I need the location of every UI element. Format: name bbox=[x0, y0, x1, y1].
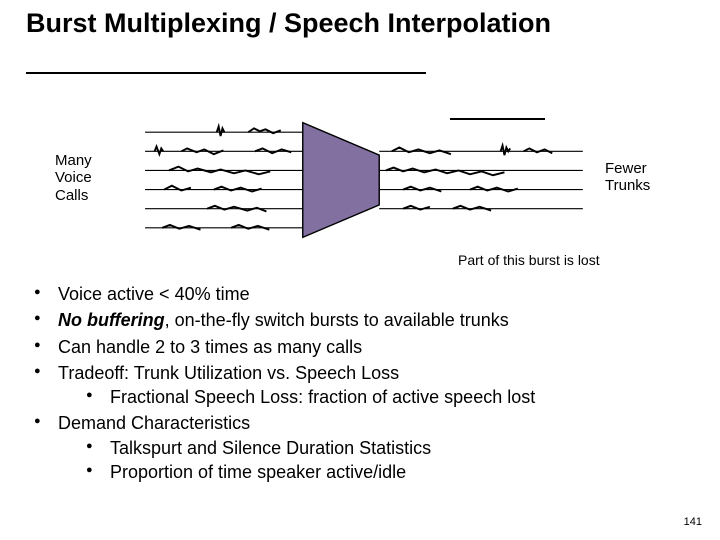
list-item: Talkspurt and Silence Duration Statistic… bbox=[84, 436, 690, 460]
list-item: Fractional Speech Loss: fraction of acti… bbox=[84, 385, 690, 409]
multiplex-diagram bbox=[115, 115, 610, 245]
diagram-svg bbox=[115, 115, 610, 245]
caption-burst-lost: Part of this burst is lost bbox=[458, 252, 600, 268]
label-many-voice-calls: ManyVoiceCalls bbox=[55, 152, 92, 204]
title-underline bbox=[26, 72, 426, 74]
bullets-level-1: Voice active < 40% timeNo buffering, on-… bbox=[30, 282, 690, 484]
page-number: 141 bbox=[684, 516, 702, 528]
list-item: Can handle 2 to 3 times as many calls bbox=[30, 335, 690, 359]
slide: Burst Multiplexing / Speech Interpolatio… bbox=[0, 0, 720, 540]
list-item: Tradeoff: Trunk Utilization vs. Speech L… bbox=[30, 361, 690, 410]
bullets-level-2: Talkspurt and Silence Duration Statistic… bbox=[84, 436, 690, 485]
list-item: Proportion of time speaker active/idle bbox=[84, 460, 690, 484]
list-item: No buffering, on-the-fly switch bursts t… bbox=[30, 308, 690, 332]
bullets-level-2: Fractional Speech Loss: fraction of acti… bbox=[84, 385, 690, 409]
label-fewer-trunks: FewerTrunks bbox=[605, 160, 650, 195]
list-item: Voice active < 40% time bbox=[30, 282, 690, 306]
list-item: Demand CharacteristicsTalkspurt and Sile… bbox=[30, 411, 690, 484]
bullet-list: Voice active < 40% timeNo buffering, on-… bbox=[30, 282, 690, 486]
page-title: Burst Multiplexing / Speech Interpolatio… bbox=[26, 8, 586, 39]
